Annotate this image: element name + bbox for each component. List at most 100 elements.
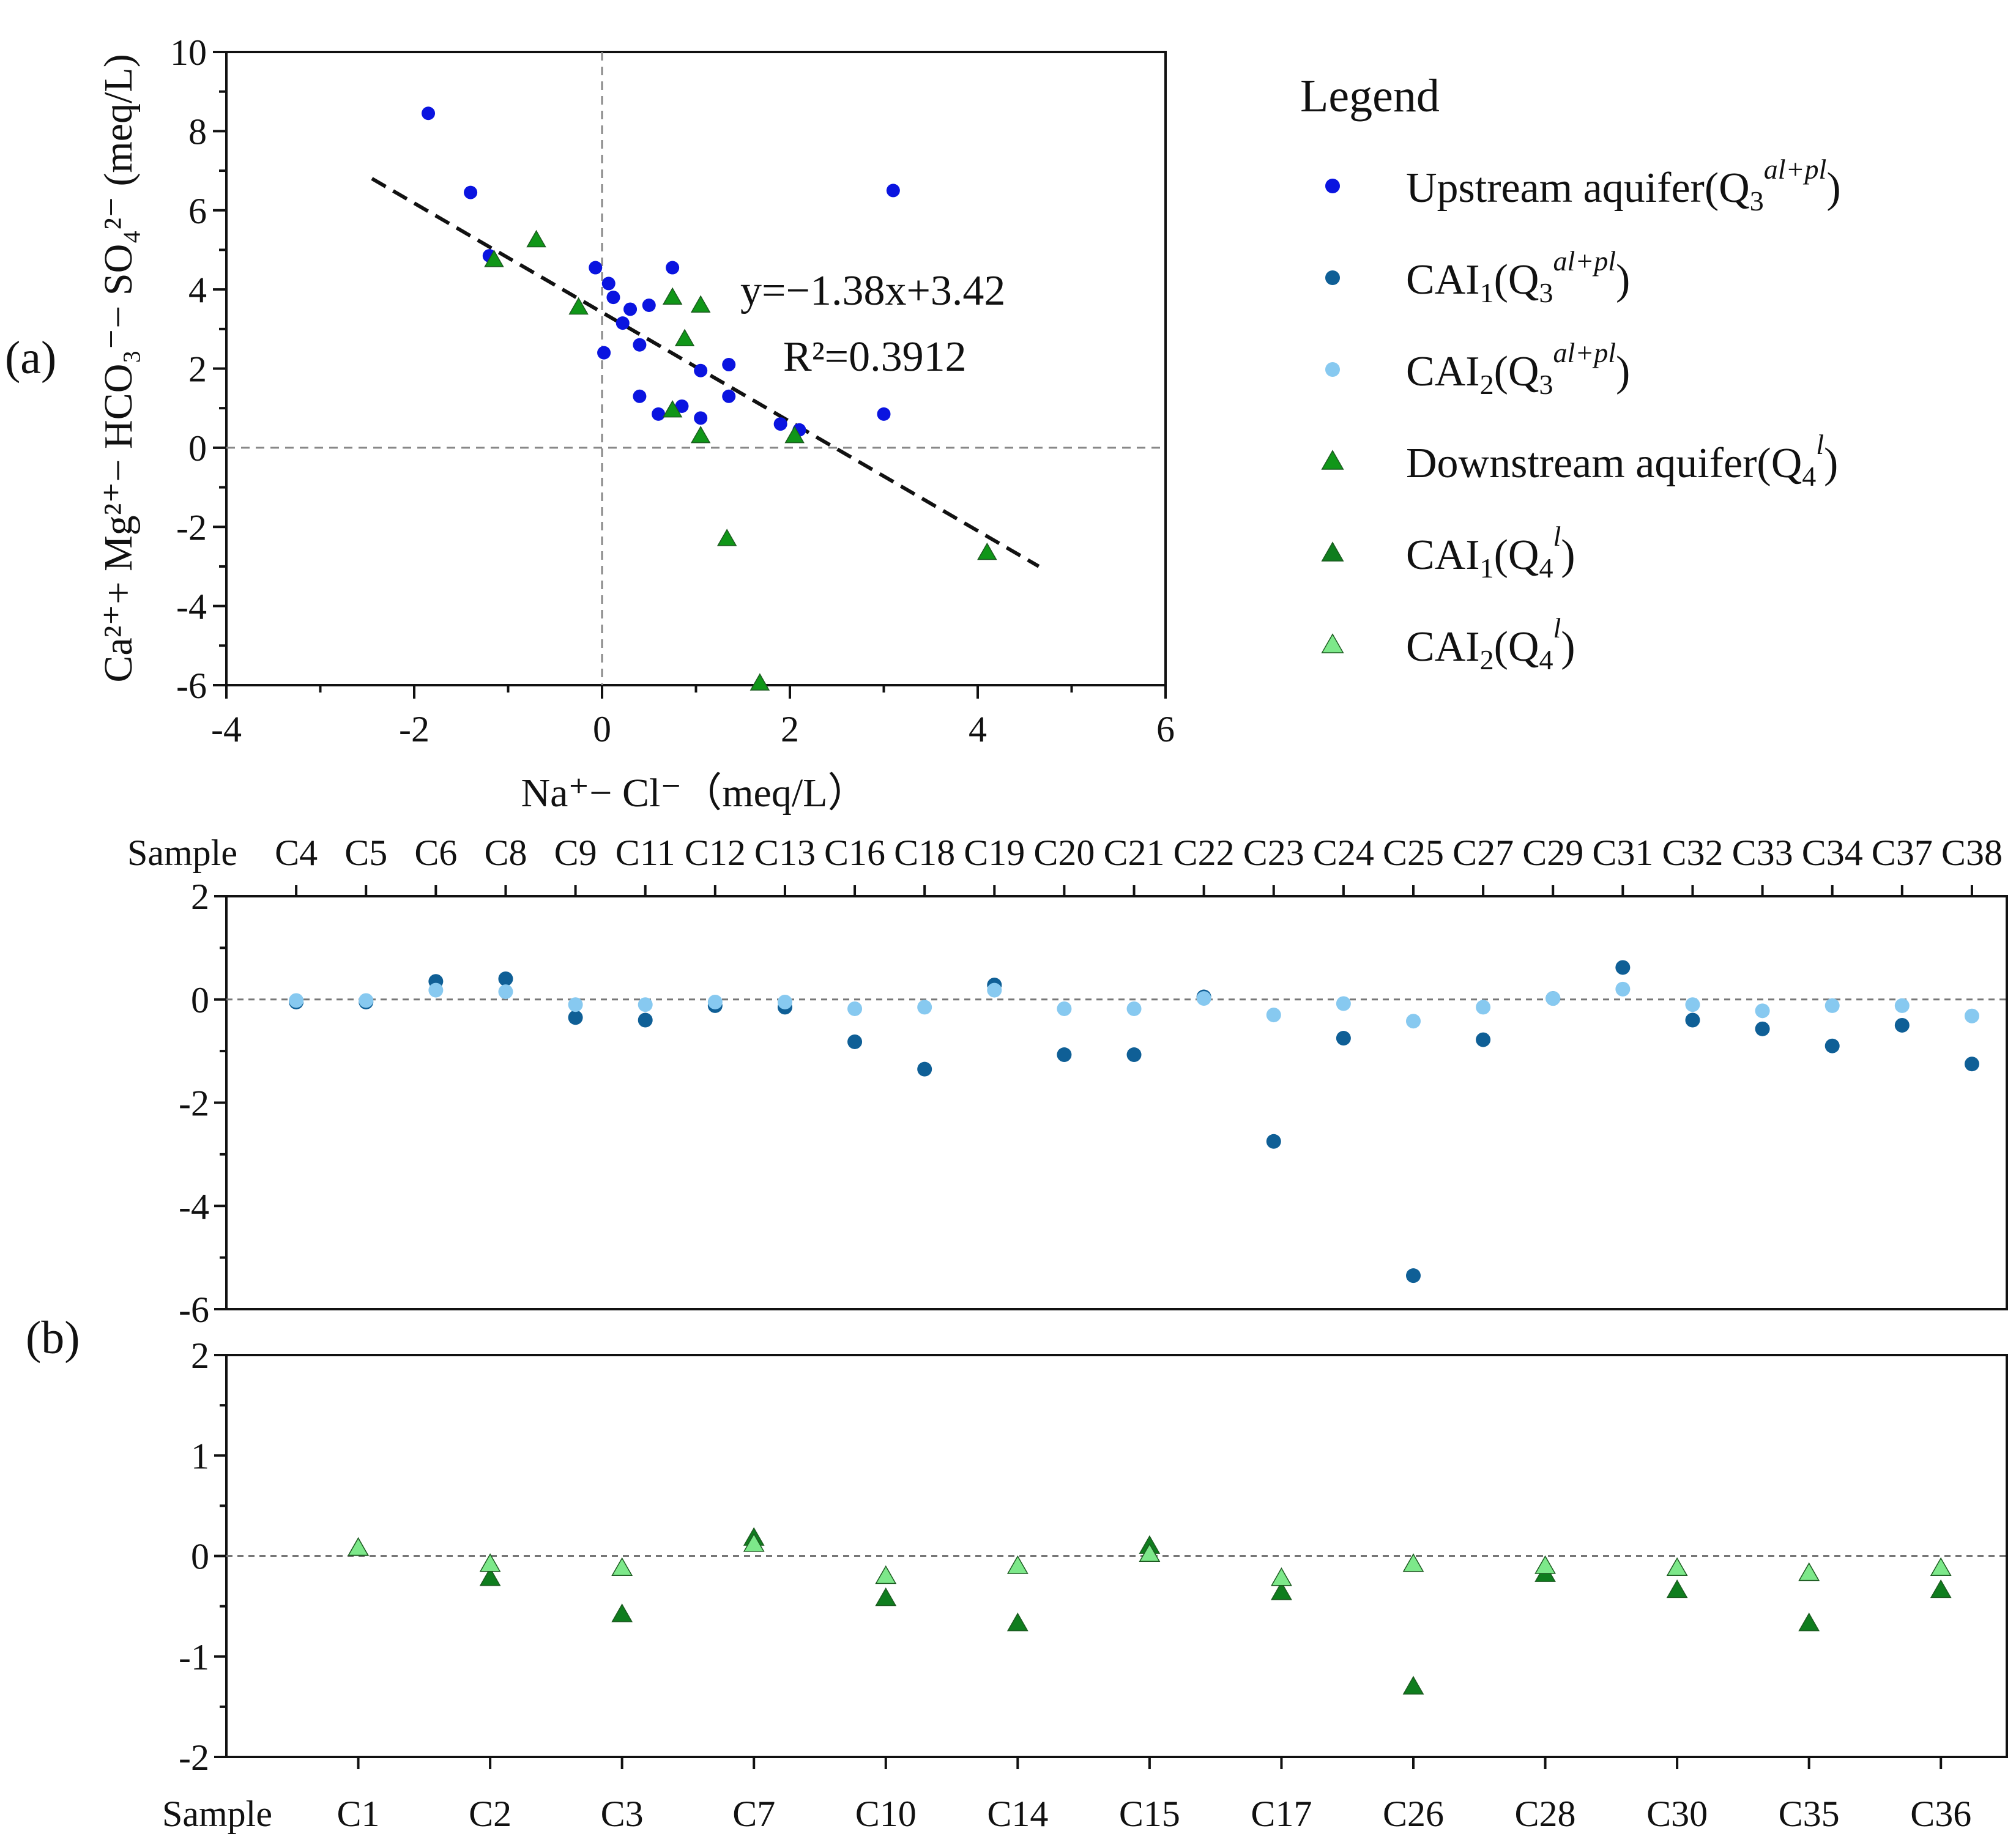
cai2-point <box>479 1553 501 1572</box>
y-axis-label: Ca²⁺+ Mg²⁺− HCO₃⁻− SO₄²⁻ (meq/L) <box>96 54 141 682</box>
upper-panel-frame <box>225 895 2008 1310</box>
upstream-point <box>633 338 647 352</box>
cai2-point <box>1824 998 1840 1013</box>
upper-panel-points <box>289 960 1979 1283</box>
upstream-point <box>886 184 900 198</box>
upstream-point <box>642 299 656 312</box>
lower-panel-points <box>348 1527 1952 1695</box>
cai2-point <box>359 993 374 1008</box>
sample-label: C4 <box>275 833 318 873</box>
upstream-point <box>694 411 708 425</box>
fit-r2: R²=0.3912 <box>783 333 967 381</box>
cai1-point <box>479 1567 501 1586</box>
y-tick-label: 6 <box>188 191 207 231</box>
legend-entries: Upstream aquifer(Q3al+pl) CAI1(Q3al+pl) CA… <box>1321 154 1841 675</box>
cai1-point <box>1006 1612 1028 1632</box>
cai2-point <box>1126 1001 1142 1016</box>
x-tick-label: 2 <box>781 709 799 749</box>
y-tick-label: 1 <box>191 1436 209 1476</box>
upstream-point <box>597 346 611 360</box>
cai1-point <box>917 1061 932 1077</box>
y-tick-label: -4 <box>176 587 207 627</box>
sample-label: C19 <box>964 833 1025 873</box>
legend-marker <box>1325 362 1340 377</box>
lower-panel-axes: 2 1 0 -1 -2 C1 C2 C3 C7 C10 C14 C15 C17 C26 C28 C30 C35 C… <box>179 1335 2007 1834</box>
cai2-point <box>1406 1014 1421 1029</box>
sample-label: C24 <box>1313 833 1374 873</box>
cai1-point <box>1402 1676 1424 1695</box>
cai1-point <box>1126 1047 1142 1063</box>
cai2-point <box>1545 991 1561 1006</box>
y-tick-label: -1 <box>179 1637 209 1677</box>
panel-a-label: (a) <box>5 332 56 384</box>
upstream-point <box>589 261 603 275</box>
upstream-point <box>464 185 478 199</box>
upstream-point <box>773 417 787 431</box>
cai1-point <box>1615 960 1631 975</box>
cai2-point <box>611 1557 633 1576</box>
sample-label: C36 <box>1910 1794 1971 1834</box>
cai1-point <box>1271 1581 1292 1600</box>
cai2-point <box>1615 981 1631 997</box>
cai2-point <box>743 1533 765 1552</box>
panel-a-y-axis: -6 -4 -2 0 2 4 6 8 10 <box>170 32 226 706</box>
upstream-point <box>633 389 647 403</box>
cai1-point <box>1755 1021 1770 1036</box>
sample-label: C27 <box>1452 833 1514 873</box>
y-tick-label: -4 <box>179 1186 209 1227</box>
y-tick-label: 0 <box>191 1537 209 1577</box>
cai2-point <box>707 994 723 1009</box>
cai2-point <box>1894 998 1910 1013</box>
cai1-point <box>875 1587 897 1606</box>
y-tick-label: 2 <box>188 349 207 390</box>
x-tick-label: -2 <box>399 709 430 749</box>
y-tick-label: -2 <box>176 507 207 548</box>
regression-line <box>371 177 1040 568</box>
upstream-point <box>652 407 666 421</box>
fit-line <box>371 177 1040 568</box>
sample-label: C31 <box>1592 833 1653 873</box>
downstream-point <box>484 250 504 267</box>
sample-label: C28 <box>1515 1794 1576 1834</box>
sample-label: C10 <box>855 1794 917 1834</box>
sample-label: C21 <box>1104 833 1165 873</box>
sample-label: C33 <box>1732 833 1793 873</box>
sample-label: C13 <box>754 833 816 873</box>
cai1-point <box>1685 1012 1700 1028</box>
cai2-point <box>289 993 304 1008</box>
sample-label: C20 <box>1033 833 1095 873</box>
panel-a-x-axis: -4 -2 0 2 4 6 <box>211 685 1175 749</box>
legend-label: CAI2(Q3al+pl) <box>1406 337 1630 400</box>
cai2-point <box>1266 1008 1281 1023</box>
y-tick-label: -2 <box>179 1737 209 1778</box>
y-tick-label: 4 <box>188 270 207 310</box>
upstream-point <box>694 363 708 377</box>
upper-sample-axis-title: Sample <box>127 833 237 873</box>
cai2-point <box>1964 1008 1979 1023</box>
sample-label: C38 <box>1941 833 2003 873</box>
panel-a-points <box>422 106 997 691</box>
y-tick-label: 10 <box>170 32 207 73</box>
x-tick-label: 0 <box>593 709 611 749</box>
legend-title: Legend <box>1300 70 1440 122</box>
sample-label: C11 <box>616 833 675 873</box>
cai1-point <box>1666 1579 1688 1599</box>
y-tick-label: 0 <box>188 428 207 469</box>
downstream-point <box>784 426 805 444</box>
cai2-point <box>638 997 653 1012</box>
sample-label: C1 <box>337 1794 380 1834</box>
downstream-point <box>716 529 737 546</box>
legend-label: CAI1(Q4l) <box>1406 521 1575 584</box>
cai2-point <box>1798 1562 1820 1581</box>
cai2-point <box>777 994 792 1009</box>
cai2-point <box>1006 1555 1028 1574</box>
upstream-point <box>623 302 638 316</box>
x-tick-label: 6 <box>1156 709 1175 749</box>
downstream-point <box>690 426 711 444</box>
sample-label: C37 <box>1872 833 1933 873</box>
cai2-point <box>1666 1557 1688 1576</box>
cai2-point <box>348 1537 369 1556</box>
cai2-point <box>1685 997 1700 1012</box>
cai-panel-upstream: (b) Sample 20-2-4-6C4 C5 C6 C8 C9 C11 C12 C13 C1… <box>26 833 2008 1364</box>
